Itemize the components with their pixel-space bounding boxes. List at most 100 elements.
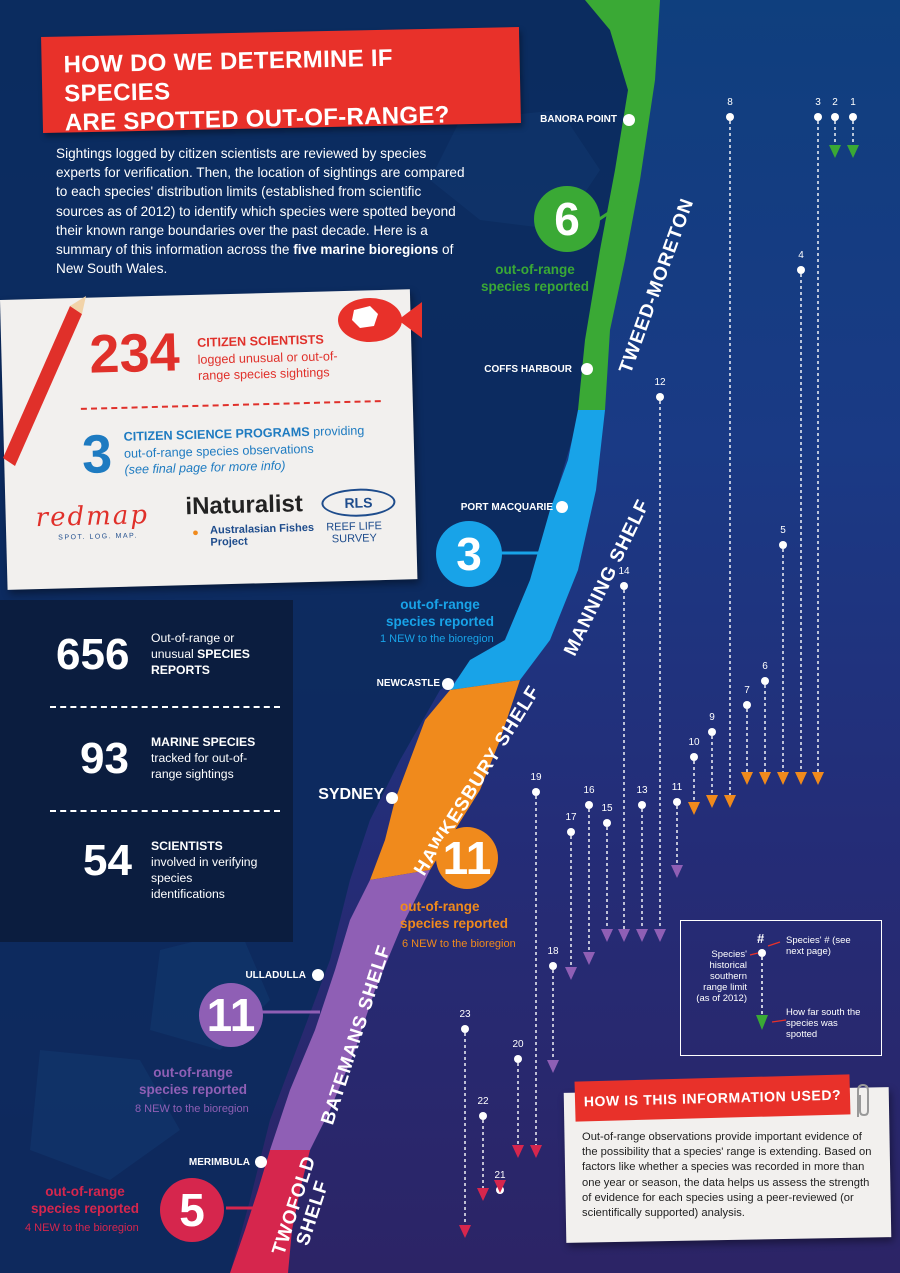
paperclip-icon [857,1083,869,1117]
species-arrow-2 [829,113,841,158]
species-arrow-5 [777,541,789,785]
species-arrow-6 [759,677,771,785]
ulladulla-dot [312,969,324,981]
card-divider [80,400,381,410]
species-number-6: 6 [762,661,768,672]
species-number-4: 4 [798,250,804,261]
title-banner: HOW DO WE DETERMINE IF SPECIES ARE SPOTT… [41,27,521,137]
intro-bold: five marine bioregions [293,242,439,258]
scientists-count: 54 [83,836,132,885]
hawkesbury-count-label: out-of-range species reported [400,899,509,931]
place-banora-point: BANORA POINT [540,114,617,125]
tweed-connector [597,198,629,222]
pencil-icon [3,296,86,466]
species-range-arrows [459,113,859,1238]
species-reports-label: Out-of-range or unusual SPECIES REPORTS [151,631,250,677]
species-arrow-14 [618,582,630,942]
species-reports-count: 656 [56,630,130,679]
species-arrow-4 [795,266,807,785]
twofold-count-label: out-of-range species reported [30,1184,140,1216]
place-ulladulla: ULLADULLA [245,970,306,981]
batemans-count-circle: 11 [199,983,263,1047]
species-number-16: 16 [583,785,595,796]
species-number-10: 10 [688,737,700,748]
species-number-8: 8 [727,97,733,108]
species-number-20: 20 [512,1039,524,1050]
species-arrow-9 [706,728,718,808]
species-number-23: 23 [459,1009,471,1020]
species-arrow-1 [847,113,859,158]
banora-point-dot [623,114,635,126]
stats-divider [50,706,280,708]
manning-count-circle: 3 [436,521,502,587]
species-number-18: 18 [547,946,559,957]
info-body: Out-of-range observations provide import… [582,1131,872,1220]
species-number-13: 13 [636,785,648,796]
species-arrow-12 [654,393,666,942]
place-sydney: SYDNEY [318,786,384,803]
species-arrow-19 [530,788,542,1158]
merimbula-dot [255,1156,267,1168]
place-coffs-harbour: COFFS HARBOUR [484,364,572,375]
species-number-12: 12 [654,377,666,388]
batemans-count-label: out-of-range species reported [138,1065,248,1097]
species-number-1: 1 [850,97,856,108]
species-arrow-18 [547,962,559,1073]
twofold-shelf-band [230,1150,310,1273]
batemans-shelf-band [270,870,430,1150]
hawkesbury-shelf-band [370,680,520,880]
port-macquarie-dot [556,501,568,513]
scientists-label: SCIENTISTS involved in verifying species… [151,839,258,901]
species-number-22: 22 [477,1096,489,1107]
intro-text: Sightings logged by citizen scientists a… [56,146,465,258]
manning-new-note: 1 NEW to the bioregion [380,633,494,645]
rls-logo-text: REEF LIFE SURVEY [326,520,383,546]
species-arrow-11 [671,798,683,878]
inaturalist-logo: iNaturalist [185,490,304,521]
page-title: HOW DO WE DETERMINE IF SPECIES ARE SPOTT… [63,44,450,137]
species-number-11: 11 [671,782,683,793]
species-number-14: 14 [618,566,630,577]
legend-spotted: How far south the species was spotted [786,1007,861,1040]
species-number-3: 3 [815,97,821,108]
legend-range-limit: Species' historical southern range limit… [696,949,747,1004]
hawkesbury-count-circle: 11 [436,827,498,889]
species-arrow-20 [512,1055,524,1158]
species-arrow-22 [477,1112,489,1201]
rls-logo: RLS [321,487,396,518]
species-arrow-3 [812,113,824,785]
species-number-15: 15 [601,803,613,814]
programs-label: CITIZEN SCIENCE PROGRAMS providing out-o… [123,423,365,477]
place-newcastle: NEWCASTLE [376,678,440,689]
newcastle-dot [442,678,454,690]
species-arrow-15 [601,819,613,942]
redmap-fish-icon [338,298,422,342]
citizen-scientists-count: 234 [88,322,181,385]
batemans-new-note: 8 NEW to the bioregion [135,1103,249,1115]
species-number-19: 19 [530,772,542,783]
twofold-count-circle: 5 [160,1178,224,1242]
hawkesbury-new-note: 6 NEW to the bioregion [402,938,516,950]
stats-divider [50,810,280,812]
coffs-harbour-dot [581,363,593,375]
place-merimbula: MERIMBULA [188,1157,250,1168]
twofold-new-note: 4 NEW to the bioregion [25,1222,139,1234]
species-arrow-10 [688,753,700,815]
tweed-count-label: out-of-range species reported [480,262,590,294]
marine-species-count: 93 [80,734,129,783]
sydney-dot [386,792,398,804]
species-number-17: 17 [565,812,577,823]
species-arrow-7 [741,701,753,785]
species-arrow-17 [565,828,577,980]
species-number-7: 7 [744,685,750,696]
redmap-tagline: SPOT. LOG. MAP. [58,532,138,542]
legend-hash: # [757,931,765,946]
species-arrow-21 [494,1180,506,1194]
species-arrow-16 [583,801,595,965]
redmap-logo: redmap [35,500,150,534]
species-arrow-13 [636,801,648,942]
info-heading: HOW IS THIS INFORMATION USED? [574,1074,851,1122]
manning-shelf-band [450,410,605,690]
species-arrow-23 [459,1025,471,1238]
species-arrow-8 [724,113,736,808]
